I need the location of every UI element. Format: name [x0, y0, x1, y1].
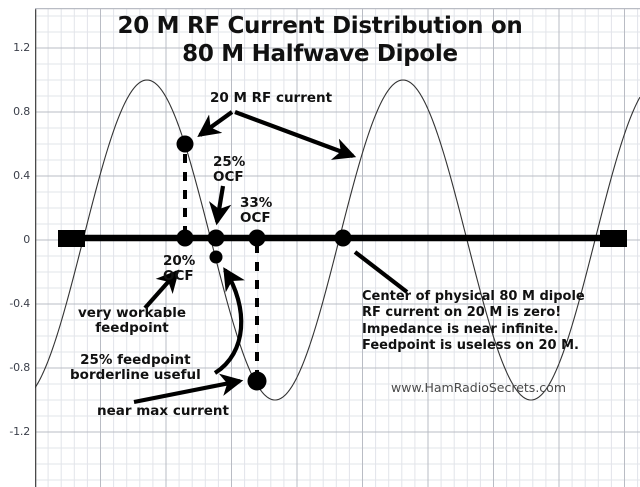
arrow-very-workable-feedpoint: [143, 269, 180, 310]
y-tick-label: -0.8: [9, 361, 30, 374]
label-rf-current: 20 M RF current: [210, 90, 333, 106]
arrow-center-feedpoint: [353, 250, 409, 294]
y-tick-label: 0.8: [13, 105, 30, 118]
label-center-feedpoint-note: Center of physical 80 M dipole RF curren…: [362, 289, 585, 354]
curve-layer: [35, 79, 640, 401]
page-title: 20 M RF Current Distribution on 80 M Half…: [60, 12, 580, 68]
major-gridlines: [35, 8, 640, 487]
y-tick-label: 0: [23, 233, 30, 246]
y-tick-label: 1.2: [13, 41, 30, 54]
arrow-borderline-useful: [213, 267, 245, 375]
plot-area: [35, 8, 640, 487]
arrow-25-ocf: [208, 185, 232, 226]
y-tick-label: -0.4: [9, 297, 30, 310]
label-borderline-useful: 25% feedpoint borderline useful: [70, 352, 201, 384]
title-line-1: 20 M RF Current Distribution on: [117, 13, 523, 39]
y-tick-label: -1.2: [9, 425, 30, 438]
label-25-ocf: 25% OCF: [213, 154, 246, 186]
y-tick-label: 0.4: [13, 169, 30, 182]
dipole-end-insulator-left: [58, 230, 85, 247]
watermark-text: www.HamRadioSecrets.com: [391, 380, 566, 395]
marker-25-ocf-current: [209, 250, 223, 264]
arrow-rf-current-left: [197, 110, 234, 137]
label-20-ocf: 20% OCF: [163, 253, 196, 285]
title-line-2: 80 M Halfwave Dipole: [182, 41, 458, 68]
dipole-end-insulator-right: [600, 230, 627, 247]
rf-current-curve: [35, 79, 640, 401]
arrow-rf-current-right: [234, 110, 357, 160]
marker-25-ocf-feedpoint: [207, 229, 225, 247]
grid-layer: [35, 8, 640, 487]
label-very-workable-feedpoint: very workable feedpoint: [78, 305, 187, 337]
annotation-layer: [58, 110, 627, 405]
marker-33-ocf-feedpoint: [248, 229, 266, 247]
marker-rf-current-peak: [176, 135, 194, 153]
marker-33-ocf-near-max-current: [247, 371, 267, 391]
arrow-near-max-current: [133, 373, 244, 405]
label-near-max-current: near max current: [97, 403, 229, 419]
marker-20-ocf-feedpoint: [176, 229, 194, 247]
marker-center-feedpoint: [334, 229, 352, 247]
label-33-ocf: 33% OCF: [240, 195, 273, 227]
